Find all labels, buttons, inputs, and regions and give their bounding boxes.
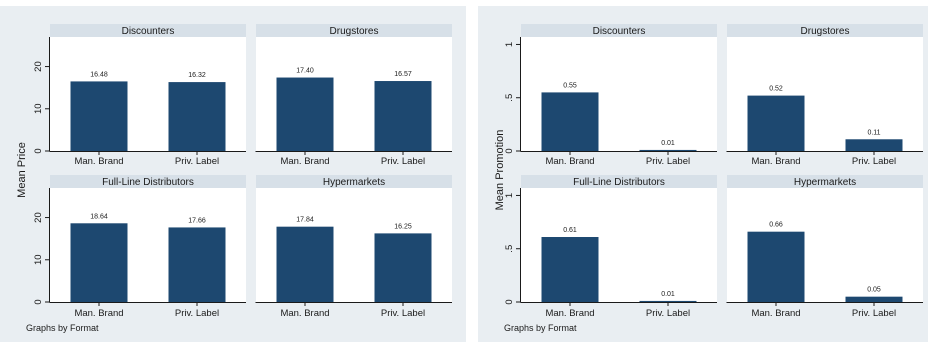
- y-tick-label: 20: [33, 212, 44, 223]
- bar-priv-label: [639, 300, 697, 302]
- panel-title: Drugstores: [801, 26, 850, 37]
- x-category-label: Man. Brand: [74, 308, 123, 319]
- bar-priv-label: [845, 296, 903, 302]
- y-tick-label: 10: [33, 254, 44, 265]
- y-axis-label: Mean Price: [16, 142, 28, 198]
- y-tick-label: 10: [33, 103, 44, 114]
- panel-4: Hypermarkets 17.84 Man. Brand 16.25 Priv. La…: [255, 175, 452, 319]
- bar-value-label: 0.11: [867, 129, 880, 136]
- bar-value-label: 0.66: [769, 222, 783, 229]
- bar-value-label: 18.64: [90, 213, 108, 220]
- panel-3: Full-Line Distributors 0 10 20 18.64 Man. Bra…: [33, 175, 246, 319]
- x-category-label: Man. Brand: [545, 156, 594, 167]
- panel-strip: [50, 175, 246, 188]
- panel-strip: [521, 175, 717, 188]
- x-category-label: Priv. Label: [852, 156, 896, 167]
- panel-1: Discounters 0 10 20 16.48 Man. Brand 16.32 Priv…: [33, 24, 246, 167]
- chart-figure-2: Mean Promotion Discounters 0 .5 1 0.55 Man. Br…: [478, 6, 928, 342]
- panel-3: Full-Line Distributors 0 .5 1 0.61 Man. Brand…: [504, 175, 717, 319]
- x-category-label: Priv. Label: [646, 308, 690, 319]
- bar-priv-label: [168, 82, 226, 151]
- x-category-label: Priv. Label: [852, 308, 896, 319]
- x-category-label: Priv. Label: [175, 156, 219, 167]
- bar-value-label: 17.40: [296, 68, 314, 75]
- panel-strip: [521, 24, 717, 37]
- y-axis-label: Mean Promotion: [494, 130, 506, 211]
- panel-2: Drugstores 17.40 Man. Brand 16.57 Priv. Labe…: [255, 24, 452, 167]
- panel-title: Drugstores: [330, 26, 379, 37]
- bar-value-label: 17.66: [188, 217, 206, 224]
- bar-man-brand: [70, 81, 128, 151]
- panel-title: Hypermarkets: [794, 177, 856, 188]
- bar-man-brand: [747, 95, 805, 151]
- bar-priv-label: [845, 139, 903, 151]
- panel-title: Full-Line Distributors: [573, 177, 665, 188]
- x-category-label: Man. Brand: [751, 156, 800, 167]
- bar-priv-label: [374, 233, 432, 302]
- y-tick-label: 1: [504, 193, 515, 198]
- bar-value-label: 17.84: [296, 217, 314, 224]
- bar-value-label: 16.57: [394, 71, 412, 78]
- bar-value-label: 16.25: [394, 223, 412, 230]
- bar-man-brand: [276, 226, 334, 302]
- y-tick-label: 0: [504, 299, 515, 304]
- x-category-label: Priv. Label: [381, 156, 425, 167]
- y-tick-label: 0: [33, 148, 44, 153]
- panel-strip: [727, 175, 923, 188]
- bar-man-brand: [541, 92, 599, 151]
- x-category-label: Man. Brand: [545, 308, 594, 319]
- x-category-label: Man. Brand: [280, 156, 329, 167]
- x-category-label: Man. Brand: [280, 308, 329, 319]
- panel-strip: [256, 24, 452, 37]
- panel-strip: [256, 175, 452, 188]
- bar-value-label: 0.52: [769, 86, 783, 93]
- x-category-label: Man. Brand: [751, 308, 800, 319]
- bar-value-label: 0.05: [867, 287, 881, 294]
- bar-value-label: 0.01: [661, 140, 675, 147]
- panel-title: Hypermarkets: [323, 177, 385, 188]
- bar-priv-label: [168, 227, 226, 302]
- panel-title: Discounters: [122, 26, 175, 37]
- graphs-by-note: Graphs by Format: [26, 323, 99, 333]
- y-tick-label: 0: [33, 299, 44, 304]
- x-category-label: Priv. Label: [646, 156, 690, 167]
- bar-value-label: 16.32: [188, 72, 206, 79]
- panel-1: Discounters 0 .5 1 0.55 Man. Brand 0.01 Priv. L…: [504, 24, 717, 167]
- bar-value-label: 0.61: [563, 227, 577, 234]
- bar-man-brand: [70, 223, 128, 302]
- y-tick-label: 0: [504, 148, 515, 153]
- panel-4: Hypermarkets 0.66 Man. Brand 0.05 Priv. Labe…: [726, 175, 923, 319]
- panel-title: Discounters: [593, 26, 646, 37]
- bar-priv-label: [639, 149, 697, 151]
- bar-priv-label: [374, 81, 432, 151]
- x-category-label: Priv. Label: [381, 308, 425, 319]
- y-tick-label: .5: [504, 245, 515, 253]
- bar-man-brand: [747, 231, 805, 302]
- panel-strip: [50, 24, 246, 37]
- panel-2: Drugstores 0.52 Man. Brand 0.11 Priv. Label: [726, 24, 923, 167]
- bar-man-brand: [541, 237, 599, 302]
- y-tick-label: 20: [33, 61, 44, 72]
- x-category-label: Priv. Label: [175, 308, 219, 319]
- bar-man-brand: [276, 77, 334, 151]
- panel-strip: [727, 24, 923, 37]
- bar-value-label: 0.01: [661, 291, 675, 298]
- y-tick-label: 1: [504, 42, 515, 47]
- bar-value-label: 0.55: [563, 82, 577, 89]
- graphs-by-note: Graphs by Format: [504, 323, 577, 333]
- x-category-label: Man. Brand: [74, 156, 123, 167]
- panel-title: Full-Line Distributors: [102, 177, 194, 188]
- chart-figure-1: Mean Price Discounters 0 10 20 16.48 Man. Bran…: [0, 6, 466, 342]
- bar-value-label: 16.48: [90, 71, 108, 78]
- y-tick-label: .5: [504, 94, 515, 102]
